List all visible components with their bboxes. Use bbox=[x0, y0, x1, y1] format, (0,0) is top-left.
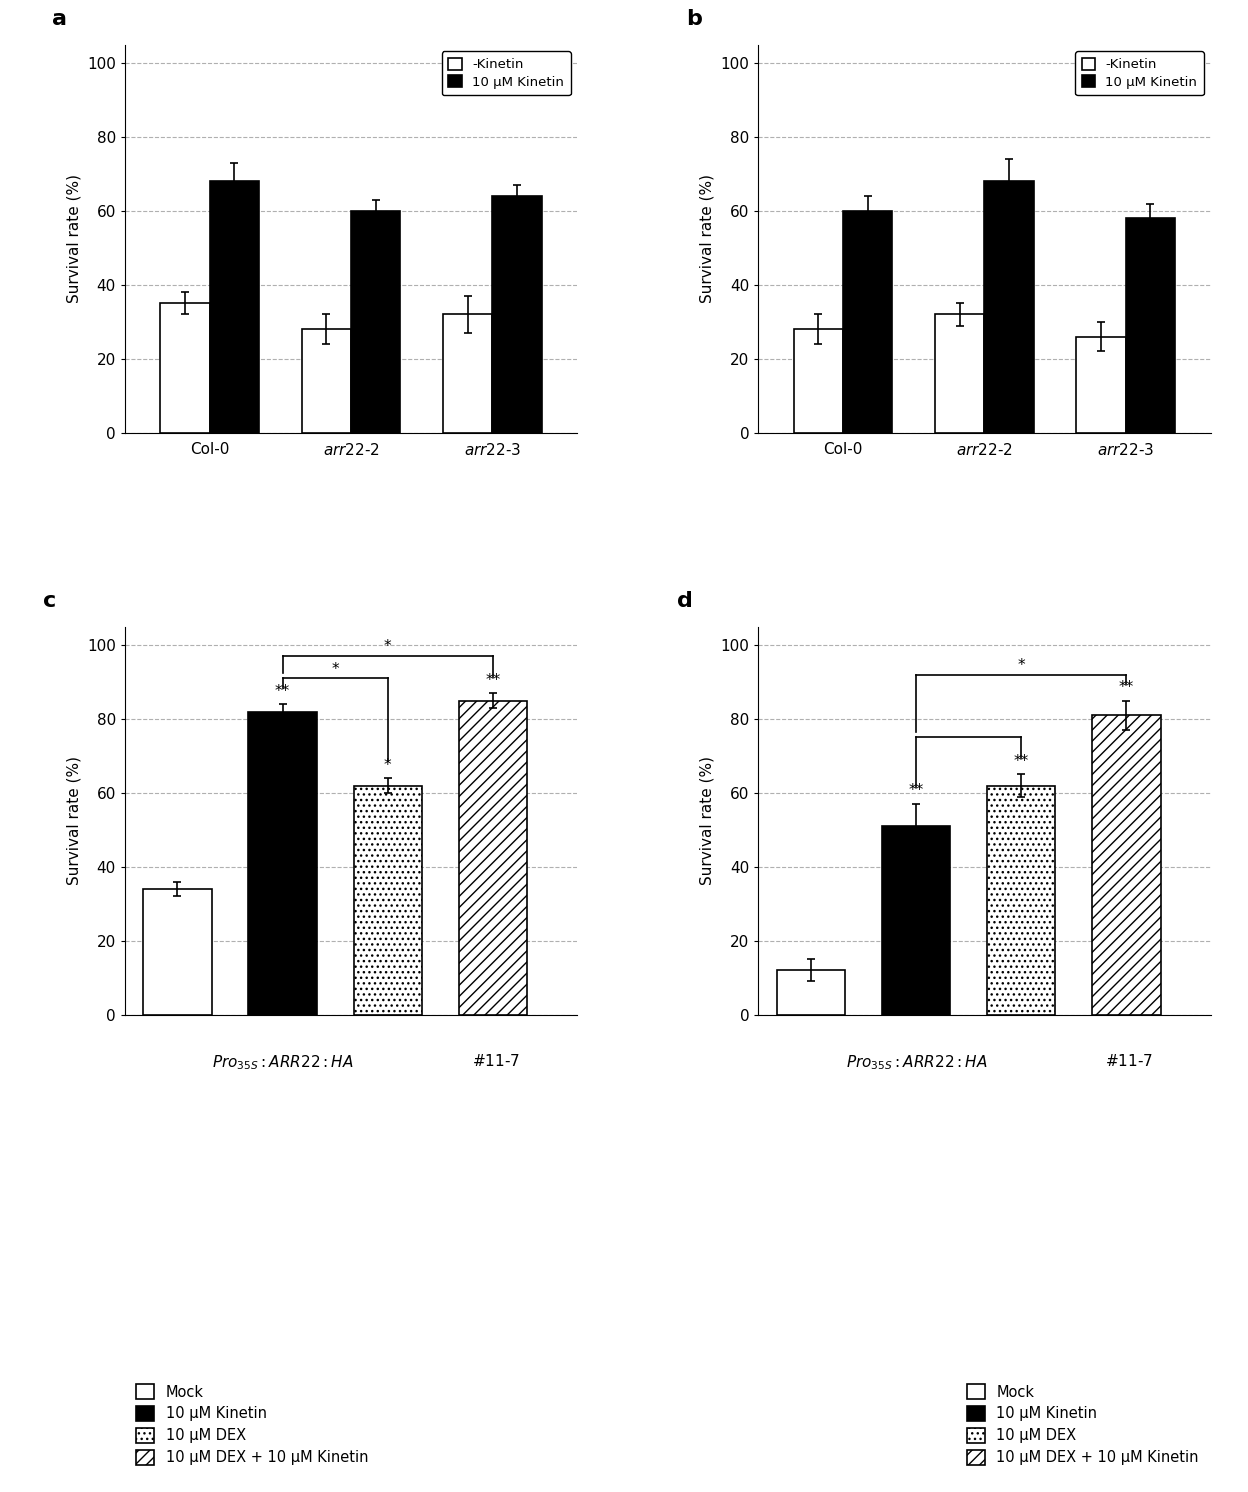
Bar bbox=[842, 210, 892, 433]
Bar bbox=[493, 197, 542, 433]
Text: b: b bbox=[685, 9, 701, 30]
Text: **: ** bbox=[1118, 680, 1134, 695]
Y-axis label: Survival rate (%): Survival rate (%) bbox=[700, 175, 715, 303]
Legend: -Kinetin, 10 μM Kinetin: -Kinetin, 10 μM Kinetin bbox=[1075, 51, 1204, 95]
Text: *: * bbox=[384, 758, 392, 773]
Text: *: * bbox=[384, 640, 392, 655]
Bar bbox=[353, 785, 422, 1015]
Bar bbox=[1092, 715, 1161, 1015]
Bar bbox=[882, 827, 950, 1015]
Bar bbox=[935, 315, 985, 433]
Text: *: * bbox=[332, 661, 339, 676]
Text: c: c bbox=[44, 591, 56, 612]
Bar bbox=[210, 182, 260, 433]
Bar bbox=[1126, 218, 1176, 433]
Text: **: ** bbox=[1013, 753, 1028, 768]
Bar bbox=[985, 182, 1033, 433]
Bar bbox=[144, 889, 212, 1015]
Text: d: d bbox=[676, 591, 693, 612]
Text: $\mathit{Pro_{35S}}$$\mathit{:ARR22:HA}$: $\mathit{Pro_{35S}}$$\mathit{:ARR22:HA}$ bbox=[846, 1053, 987, 1073]
Y-axis label: Survival rate (%): Survival rate (%) bbox=[700, 756, 715, 885]
Bar bbox=[302, 330, 351, 433]
Bar bbox=[794, 330, 842, 433]
Bar bbox=[459, 701, 527, 1015]
Text: **: ** bbox=[275, 683, 291, 698]
Text: **: ** bbox=[909, 783, 924, 798]
Bar bbox=[987, 785, 1056, 1015]
Bar bbox=[248, 712, 317, 1015]
Y-axis label: Survival rate (%): Survival rate (%) bbox=[66, 175, 81, 303]
Text: $\mathit{\#11}$-$\mathit{7}$: $\mathit{\#11}$-$\mathit{7}$ bbox=[1104, 1053, 1153, 1070]
Legend: Mock, 10 μM Kinetin, 10 μM DEX, 10 μM DEX + 10 μM Kinetin: Mock, 10 μM Kinetin, 10 μM DEX, 10 μM DE… bbox=[132, 1380, 372, 1470]
Text: a: a bbox=[52, 9, 67, 30]
Text: $\mathit{\#11}$-$\mathit{7}$: $\mathit{\#11}$-$\mathit{7}$ bbox=[472, 1053, 520, 1070]
Bar bbox=[351, 210, 401, 433]
Legend: Mock, 10 μM Kinetin, 10 μM DEX, 10 μM DEX + 10 μM Kinetin: Mock, 10 μM Kinetin, 10 μM DEX, 10 μM DE… bbox=[963, 1380, 1203, 1470]
Legend: -Kinetin, 10 μM Kinetin: -Kinetin, 10 μM Kinetin bbox=[442, 51, 570, 95]
Bar bbox=[443, 315, 493, 433]
Bar bbox=[776, 970, 845, 1015]
Bar bbox=[160, 303, 210, 433]
Y-axis label: Survival rate (%): Survival rate (%) bbox=[66, 756, 81, 885]
Bar bbox=[1076, 337, 1126, 433]
Text: $\mathit{Pro_{35S}}$$\mathit{:ARR22:HA}$: $\mathit{Pro_{35S}}$$\mathit{:ARR22:HA}$ bbox=[212, 1053, 354, 1073]
Text: *: * bbox=[1017, 658, 1025, 673]
Text: **: ** bbox=[485, 673, 500, 688]
